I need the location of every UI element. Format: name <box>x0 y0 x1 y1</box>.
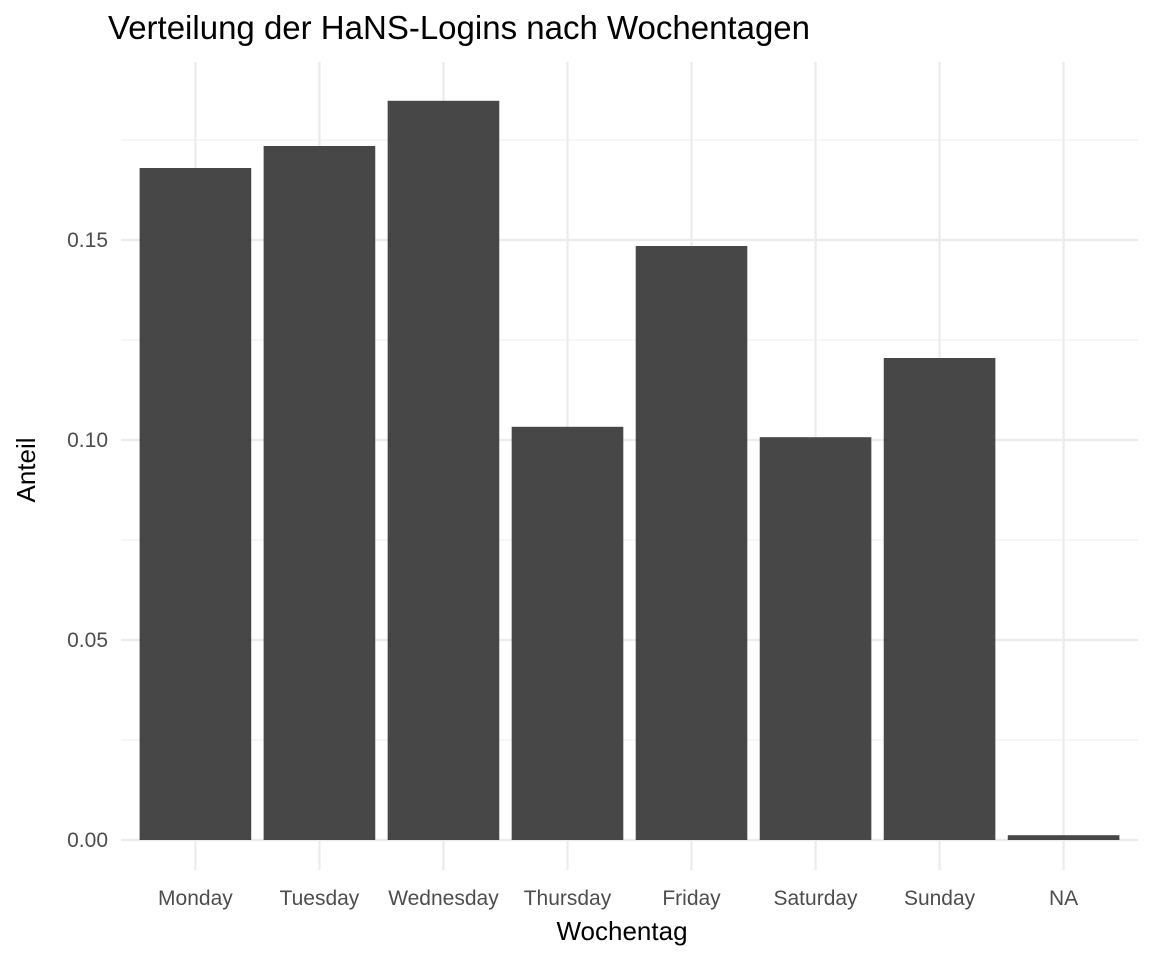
x-tick-label: Monday <box>158 887 233 910</box>
bar-na <box>1007 835 1120 840</box>
y-tick-label: 0.15 <box>67 229 108 252</box>
x-tick-label: Thursday <box>524 887 612 910</box>
bar-tuesday <box>263 146 376 840</box>
y-axis-ticks: 0.00 0.05 0.10 0.15 <box>67 229 108 852</box>
x-tick-label: Saturday <box>774 887 859 910</box>
y-axis-title: Anteil <box>11 437 41 502</box>
y-tick-label: 0.10 <box>67 429 108 452</box>
bar-thursday <box>511 426 624 840</box>
x-axis-title: Wochentag <box>556 916 687 946</box>
x-tick-label: Friday <box>662 887 721 910</box>
bar-saturday <box>759 437 872 840</box>
chart-title: Verteilung der HaNS-Logins nach Wochenta… <box>108 9 810 46</box>
bar-wednesday <box>387 100 500 841</box>
bar-monday <box>139 168 252 840</box>
x-tick-label: NA <box>1049 887 1078 910</box>
x-tick-label: Sunday <box>904 887 976 910</box>
x-tick-label: Wednesday <box>388 887 499 910</box>
x-tick-label: Tuesday <box>280 887 360 910</box>
y-tick-label: 0.00 <box>67 829 108 852</box>
bar-friday <box>635 246 748 840</box>
bar-sunday <box>883 358 996 840</box>
x-axis-ticks: Monday Tuesday Wednesday Thursday Friday Satu… <box>158 887 1078 910</box>
bars <box>139 100 1120 841</box>
y-tick-label: 0.05 <box>67 629 108 652</box>
